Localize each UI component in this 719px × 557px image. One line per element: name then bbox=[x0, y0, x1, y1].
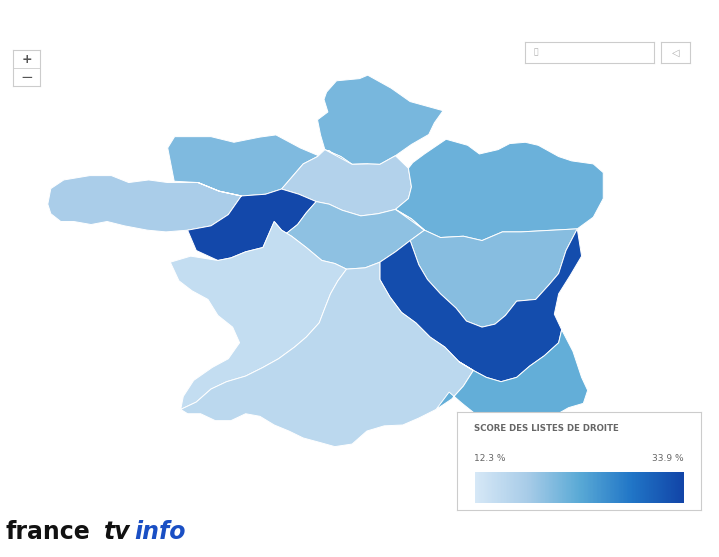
Polygon shape bbox=[180, 262, 473, 447]
Polygon shape bbox=[436, 330, 587, 425]
Text: france: france bbox=[6, 520, 91, 544]
Text: 12.3 %: 12.3 % bbox=[474, 455, 505, 463]
Polygon shape bbox=[395, 139, 603, 241]
Polygon shape bbox=[380, 229, 582, 382]
Polygon shape bbox=[188, 183, 316, 261]
Polygon shape bbox=[282, 150, 411, 216]
Polygon shape bbox=[318, 75, 443, 164]
Polygon shape bbox=[263, 202, 424, 269]
Text: info: info bbox=[134, 520, 186, 544]
Text: Score des listes des Républicains et de l'UDI par région (estimations Ipsos-Sopr: Score des listes des Républicains et de … bbox=[6, 12, 592, 25]
Text: 33.9 %: 33.9 % bbox=[652, 455, 684, 463]
Text: ◁: ◁ bbox=[672, 47, 679, 57]
Polygon shape bbox=[170, 222, 347, 409]
Polygon shape bbox=[47, 175, 242, 232]
Polygon shape bbox=[628, 425, 677, 500]
Text: −: − bbox=[20, 70, 33, 85]
Text: +: + bbox=[22, 53, 32, 66]
Polygon shape bbox=[395, 209, 577, 327]
Text: tv: tv bbox=[104, 520, 131, 544]
Text: 🔍: 🔍 bbox=[534, 48, 539, 57]
Polygon shape bbox=[168, 135, 368, 196]
Text: SCORE DES LISTES DE DROITE: SCORE DES LISTES DE DROITE bbox=[474, 424, 618, 433]
